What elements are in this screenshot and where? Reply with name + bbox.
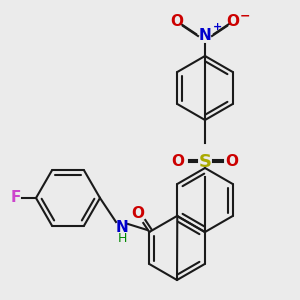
Text: O: O bbox=[226, 14, 239, 29]
Text: O: O bbox=[131, 206, 144, 221]
Text: N: N bbox=[199, 28, 212, 44]
Text: +: + bbox=[212, 22, 222, 32]
Text: F: F bbox=[11, 190, 21, 206]
Text: N: N bbox=[116, 220, 128, 236]
Text: S: S bbox=[199, 153, 212, 171]
Text: O: O bbox=[170, 14, 184, 29]
Text: O: O bbox=[226, 154, 238, 169]
Text: O: O bbox=[172, 154, 184, 169]
Text: H: H bbox=[117, 232, 127, 245]
Text: −: − bbox=[240, 10, 250, 22]
